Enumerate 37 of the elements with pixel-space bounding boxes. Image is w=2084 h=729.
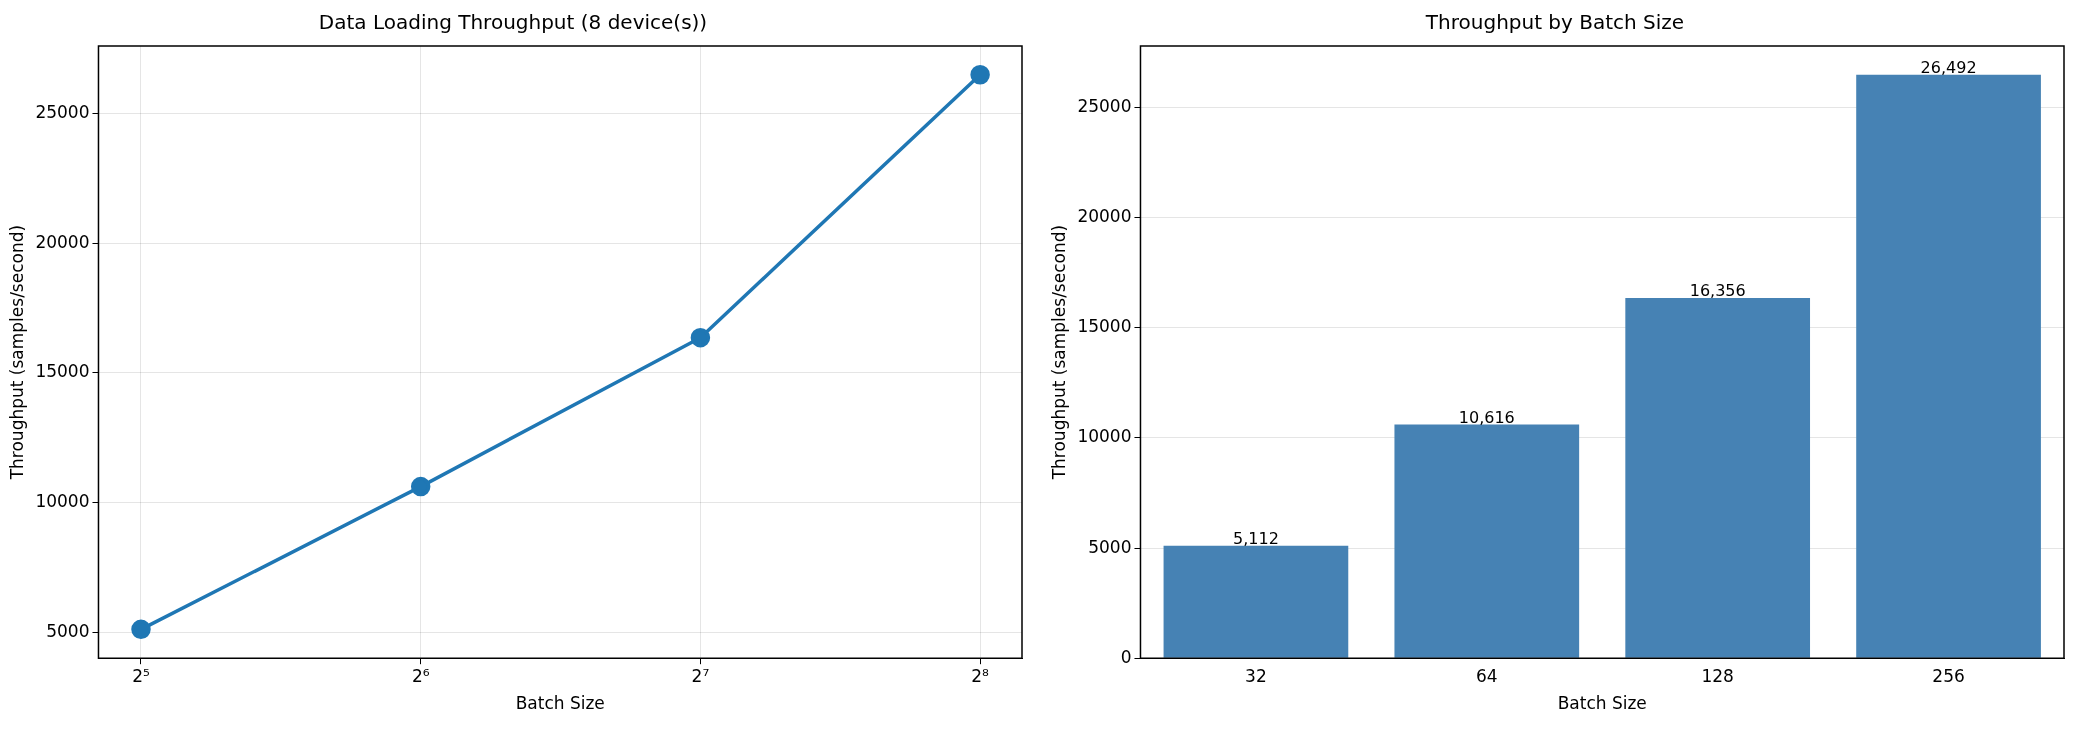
x-tick-label: 2⁸	[971, 665, 990, 686]
x-tick-label: 2⁶	[411, 665, 430, 686]
text: 26,492	[1920, 57, 1977, 77]
y-tick-label: 15000	[1077, 316, 1132, 337]
point	[690, 327, 711, 348]
y-tick-label: 10000	[1077, 426, 1132, 447]
y-tick-label: 25000	[1077, 96, 1132, 117]
bar	[1394, 424, 1580, 658]
point	[131, 619, 151, 640]
point	[410, 476, 431, 497]
x-tick-label: 2⁵	[132, 665, 150, 686]
y-axis-title: Throughput (samples/second)	[6, 224, 27, 481]
text: 16,356	[1689, 281, 1746, 301]
y-tick-label: 15000	[35, 361, 90, 382]
point	[970, 64, 990, 85]
y-tick-label: 20000	[1077, 206, 1132, 227]
x-tick-label: 2⁷	[691, 665, 710, 686]
x-tick-label: 128	[1701, 665, 1734, 686]
text: 5,112	[1233, 528, 1279, 548]
y-tick-label: 20000	[35, 231, 90, 252]
y-tick-label: 5000	[46, 620, 90, 641]
y-tick-label: 0	[1120, 646, 1132, 667]
bar	[1625, 298, 1811, 658]
bar	[1163, 545, 1349, 658]
x-axis-title: Batch Size	[515, 693, 605, 714]
chart-title: Throughput by Batch Size	[1424, 10, 1685, 35]
x-tick-label: 64	[1475, 665, 1498, 686]
y-axis-title: Throughput (samples/second)	[1048, 224, 1069, 481]
y-tick-label: 5000	[1088, 536, 1132, 557]
x-tick-label: 256	[1932, 665, 1965, 686]
bar	[1856, 74, 2041, 658]
text: 10,616	[1458, 407, 1515, 427]
y-tick-label: 10000	[35, 490, 90, 511]
x-axis-title: Batch Size	[1557, 693, 1647, 714]
x-tick-label: 32	[1245, 665, 1267, 686]
y-tick-label: 25000	[35, 101, 90, 122]
chart-title: Data Loading Throughput (8 device(s))	[318, 10, 708, 35]
